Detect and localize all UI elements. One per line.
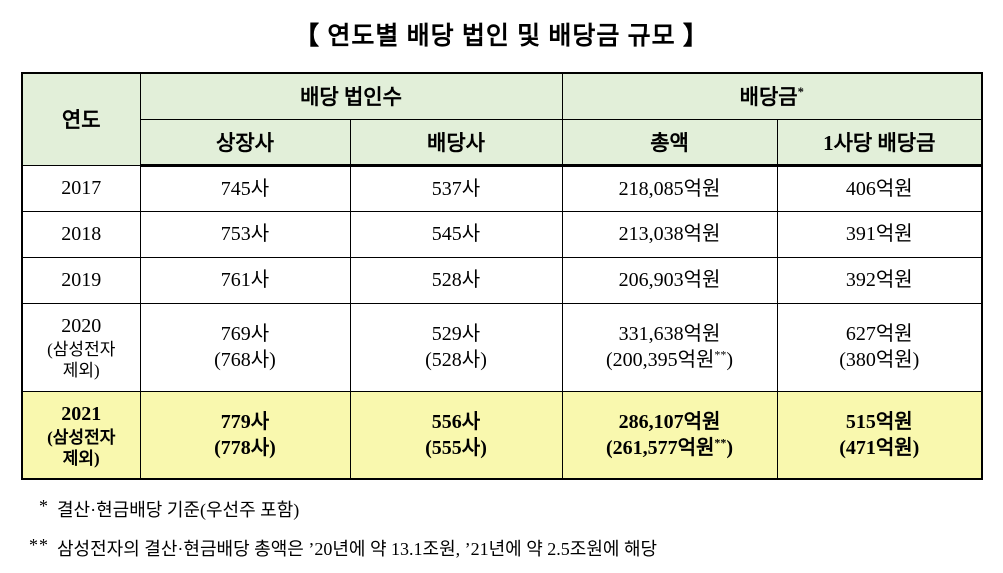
- cell-dividend-corp: 537사: [349, 164, 563, 212]
- cell-year: 2018: [21, 210, 141, 258]
- cell-listed: 761사: [139, 256, 351, 304]
- table-row-2019: 2019 761사 528사 206,903억원 392억원: [21, 256, 983, 304]
- cell-per-company: 627억원 (380억원): [776, 302, 983, 392]
- footnote-single-asterisk: * 결산·현금배당 기준(우선주 포함): [21, 496, 981, 522]
- cell-per-company: 515억원 (471억원): [776, 390, 983, 480]
- cell-per-company: 392억원: [776, 256, 983, 304]
- document-page: 【 연도별 배당 법인 및 배당금 규모 】 연도 배당 법인수 배당금* 상장…: [21, 23, 984, 561]
- cell-dividend-corp: 529사 (528사): [349, 302, 563, 392]
- page-title: 【 연도별 배당 법인 및 배당금 규모 】: [294, 23, 709, 50]
- table-row-2017: 2017 745사 537사 218,085억원 406억원: [21, 164, 983, 212]
- cell-dividend-corp: 556사 (555사): [349, 390, 563, 480]
- table-row-2020: 2020 (삼성전자 제외) 769사 (768사) 529사 (528사) 3…: [21, 302, 983, 392]
- cell-total: 286,107억원 (261,577억원**): [561, 390, 778, 480]
- footnote-double-asterisk: ** 삼성전자의 결산·현금배당 총액은 ’20년에 약 13.1조원, ’21…: [21, 535, 981, 561]
- header-corp-count-group: 배당 법인수: [139, 72, 563, 120]
- header-per-company: 1사당 배당금: [776, 118, 983, 167]
- cell-total: 213,038억원: [561, 210, 778, 258]
- cell-total: 206,903억원: [561, 256, 778, 304]
- footnote-marker: *: [39, 496, 49, 516]
- dividend-table: 연도 배당 법인수 배당금* 상장사 배당사 총액 1사당 배당금 2017 7…: [21, 72, 984, 480]
- header-dividend-corp: 배당사: [349, 118, 563, 167]
- cell-year: 2019: [21, 256, 141, 304]
- header-year: 연도: [21, 72, 141, 166]
- cell-year: 2021 (삼성전자 제외): [21, 390, 141, 480]
- footnote-text: 결산·현금배당 기준(우선주 포함): [57, 500, 300, 520]
- header-dividend-group: 배당금*: [561, 72, 983, 120]
- header-total: 총액: [561, 118, 778, 167]
- header-row-columns: 상장사 배당사 총액 1사당 배당금: [22, 118, 983, 167]
- header-dividend-label: 배당금: [739, 85, 798, 110]
- cell-dividend-corp: 545사: [349, 210, 563, 258]
- table-row-2018: 2018 753사 545사 213,038억원 391억원: [21, 210, 983, 258]
- cell-dividend-corp: 528사: [349, 256, 563, 304]
- cell-listed: 769사 (768사): [139, 302, 351, 392]
- cell-year: 2020 (삼성전자 제외): [21, 302, 141, 392]
- footnotes: * 결산·현금배당 기준(우선주 포함) ** 삼성전자의 결산·현금배당 총액…: [21, 496, 981, 561]
- footnote-text: 삼성전자의 결산·현금배당 총액은 ’20년에 약 13.1조원, ’21년에 …: [57, 539, 658, 559]
- cell-per-company: 391억원: [776, 210, 983, 258]
- header-row-groups: 연도 배당 법인수 배당금*: [21, 72, 983, 166]
- cell-total: 218,085억원: [561, 164, 778, 212]
- cell-total: 331,638억원 (200,395억원**): [561, 302, 778, 392]
- header-listed: 상장사: [139, 118, 351, 167]
- footnote-ref-asterisk: *: [797, 85, 804, 100]
- footnote-marker: **: [29, 535, 49, 555]
- cell-per-company: 406억원: [776, 164, 983, 212]
- cell-listed: 753사: [139, 210, 351, 258]
- cell-listed: 745사: [139, 164, 351, 212]
- cell-year: 2017: [21, 164, 141, 212]
- table-row-2021: 2021 (삼성전자 제외) 779사 (778사) 556사 (555사) 2…: [21, 390, 983, 480]
- cell-listed: 779사 (778사): [139, 390, 351, 480]
